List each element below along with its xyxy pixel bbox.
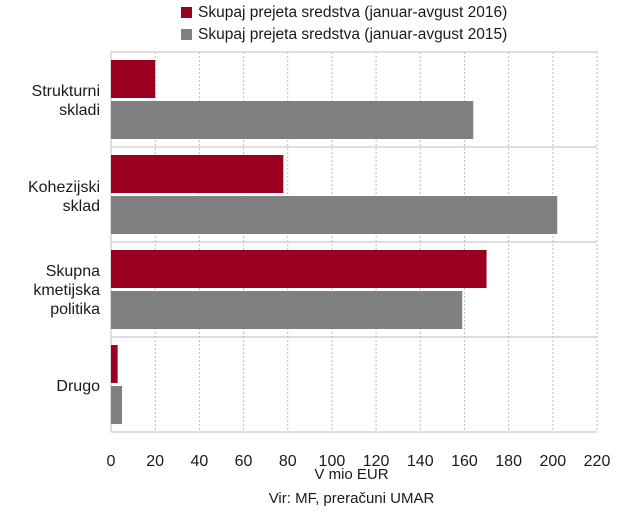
bar-2016-1 — [111, 155, 284, 193]
x-tick-label: 20 — [146, 453, 164, 470]
x-tick-label: 60 — [235, 453, 253, 470]
legend-item-2016: Skupaj prejeta sredstva (januar-avgust 2… — [181, 3, 507, 23]
x-tick-label: 100 — [319, 453, 346, 470]
legend-label-2015: Skupaj prejeta sredstva (januar-avgust 2… — [198, 26, 508, 43]
category-label-strukturni-skladi: Strukturni skladi — [31, 83, 100, 119]
legend-item-2015: Skupaj prejeta sredstva (januar-avgust 2… — [181, 25, 507, 45]
category-label-kohezijski-sklad: Kohezijski sklad — [27, 179, 100, 215]
bar-2015-3 — [111, 386, 123, 424]
x-tick-label: 200 — [539, 453, 566, 470]
bar-2016-0 — [111, 60, 156, 98]
x-tick-label: 220 — [584, 453, 611, 470]
legend-swatch-2016 — [181, 7, 192, 18]
category-label-drugo: Drugo — [56, 378, 100, 395]
bars — [111, 60, 558, 424]
x-tick-label: 160 — [451, 453, 478, 470]
x-tick-label: 180 — [495, 453, 522, 470]
bar-2015-1 — [111, 196, 558, 234]
x-axis-label: V mio EUR — [314, 466, 389, 483]
bar-2016-3 — [111, 345, 118, 383]
bar-2016-2 — [111, 250, 487, 288]
category-label-skupna-kmetijska-politika: Skupna kmetijska politika — [33, 263, 100, 318]
x-tick-label: 120 — [363, 453, 390, 470]
x-tick-label: 80 — [279, 453, 297, 470]
x-tick-label: 40 — [190, 453, 208, 470]
bar-2015-0 — [111, 101, 474, 139]
source-note: Vir: MF, preračuni UMAR — [268, 490, 435, 507]
x-tick-label: 0 — [107, 453, 116, 470]
legend-swatch-2015 — [181, 29, 192, 40]
x-tick-label: 140 — [407, 453, 434, 470]
legend-label-2016: Skupaj prejeta sredstva (januar-avgust 2… — [198, 4, 508, 21]
x-tick-labels: 0 20 40 60 80 100 120 140 160 180 200 220 — [107, 453, 611, 470]
bar-2015-2 — [111, 291, 463, 329]
